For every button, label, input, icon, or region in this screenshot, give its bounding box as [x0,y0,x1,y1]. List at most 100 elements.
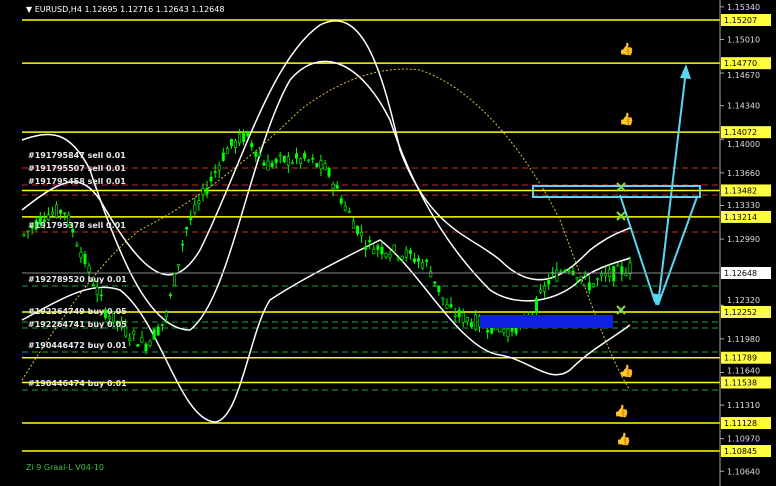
candle [50,211,54,215]
candle [22,233,26,236]
candle [254,151,258,157]
candle [429,271,433,278]
candle [238,133,242,144]
y-tick-label: 1.12320 [727,296,760,305]
candle [201,188,205,196]
candle [604,273,608,277]
candle [246,131,250,137]
candle [46,214,50,220]
y-tick-label: 1.11640 [727,367,760,376]
thumbs-up-icon: 👍 [619,112,634,126]
candle [168,294,172,296]
candle [307,159,311,162]
candle [91,284,95,286]
candle [107,315,111,320]
arrow-up[interactable] [657,69,687,306]
candle [624,273,628,276]
candle [38,216,42,225]
candle [534,298,538,313]
order-label: #190446472 buy 0.01 [28,341,127,350]
candle [290,161,294,164]
order-label: #192264741 buy 0.05 [28,320,127,329]
candle [469,322,473,328]
candle [417,258,421,262]
candle [408,250,412,255]
candle [87,265,91,273]
candle [152,329,156,340]
candle [221,152,225,161]
candle [351,220,355,229]
level-price-label: 1.14072 [724,128,757,137]
candle [465,317,469,323]
candle [266,160,270,171]
candle [437,285,441,293]
candle [331,183,335,190]
candle [128,338,132,341]
arrow-line[interactable] [619,194,656,303]
candle [368,240,372,243]
candle [197,200,201,204]
level-price-label: 1.11538 [724,379,757,388]
candle [111,311,115,323]
candle [583,273,587,276]
candle [59,209,63,214]
candle [120,320,124,328]
candle [364,246,368,250]
candle [396,257,400,260]
current-price-label: 1.12648 [724,269,757,278]
candle [376,245,380,250]
candle [412,258,416,263]
level-price-label: 1.11789 [724,354,757,363]
candle [99,294,103,297]
order-label: #190446474 buy 0.01 [28,379,127,388]
candle [457,309,461,318]
candle [473,314,477,330]
candle [286,156,290,166]
candle [319,160,323,170]
collapse-triangle-icon: ▼ [26,5,35,14]
candle [83,253,87,264]
candle [421,262,425,269]
target-rectangle[interactable] [532,185,701,198]
candle [160,323,164,326]
order-label: #192789520 buy 0.01 [28,275,127,284]
candle [400,255,404,260]
candle [595,278,599,281]
moving-average [21,68,631,391]
y-tick-label: 1.14000 [727,140,760,149]
candle [30,225,34,229]
candle [323,163,327,171]
candle [380,246,384,255]
candle [242,131,246,142]
candle [445,304,449,309]
candle [250,143,254,148]
level-price-tag [721,14,771,26]
candle [591,283,595,288]
candle [209,176,213,182]
candle [172,273,176,287]
candle [388,253,392,258]
candle [453,314,457,317]
candle [384,253,388,258]
candle [543,285,547,292]
candle [34,220,38,230]
candle [620,266,624,275]
candle [26,230,30,233]
candle [347,211,351,213]
candle [148,340,152,346]
candle [335,185,339,189]
candle [229,138,233,147]
candle [327,167,331,177]
arrow-down[interactable] [657,196,698,306]
order-label: #191795847 sell 0.01 [28,151,126,160]
order-label: #191795458 sell 0.01 [28,177,126,186]
order-label: #191795507 sell 0.01 [28,164,126,173]
level-price-tag [721,210,771,223]
candle [262,162,266,166]
candle [225,148,229,154]
candle [258,154,262,157]
candle [433,281,437,284]
candle [79,251,83,258]
